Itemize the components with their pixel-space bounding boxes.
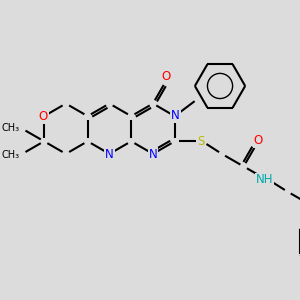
Text: NH: NH — [256, 173, 273, 187]
Text: O: O — [38, 110, 48, 123]
Text: CH₃: CH₃ — [1, 123, 19, 133]
Text: N: N — [148, 148, 158, 161]
Text: O: O — [254, 134, 263, 147]
Text: N: N — [171, 109, 180, 122]
Text: CH₃: CH₃ — [1, 150, 19, 160]
Text: O: O — [161, 70, 170, 83]
Text: N: N — [105, 148, 114, 161]
Text: S: S — [197, 135, 205, 148]
